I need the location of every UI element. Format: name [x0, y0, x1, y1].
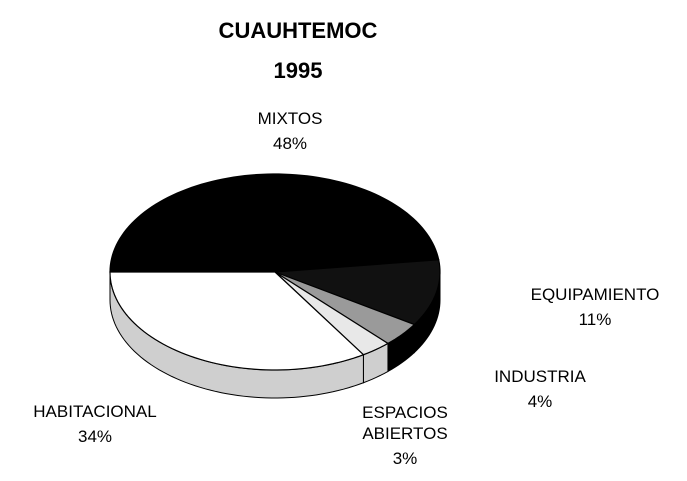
slice-value-label: 4%	[527, 392, 553, 411]
chart-title: CUAUHTEMOC	[218, 18, 378, 43]
slice-value-label: 11%	[578, 310, 612, 329]
chart-subtitle: 1995	[273, 58, 323, 83]
slice-label: ESPACIOS ABIERTOS	[362, 403, 448, 443]
pie-slice	[109, 271, 365, 371]
slice-value-label: 48%	[272, 134, 308, 153]
slice-label: INDUSTRIA	[494, 367, 586, 386]
pie-slice	[109, 173, 440, 273]
slice-value-label: 34%	[77, 427, 113, 446]
pie-slice	[274, 259, 441, 326]
pie-slice	[274, 271, 390, 356]
slice-label: EQUIPAMIENTO	[530, 285, 660, 304]
slice-label: HABITACIONAL	[33, 402, 157, 421]
slice-label: MIXTOS	[257, 109, 323, 128]
pie-slice	[274, 271, 416, 345]
slice-value-label: 3%	[392, 449, 418, 468]
